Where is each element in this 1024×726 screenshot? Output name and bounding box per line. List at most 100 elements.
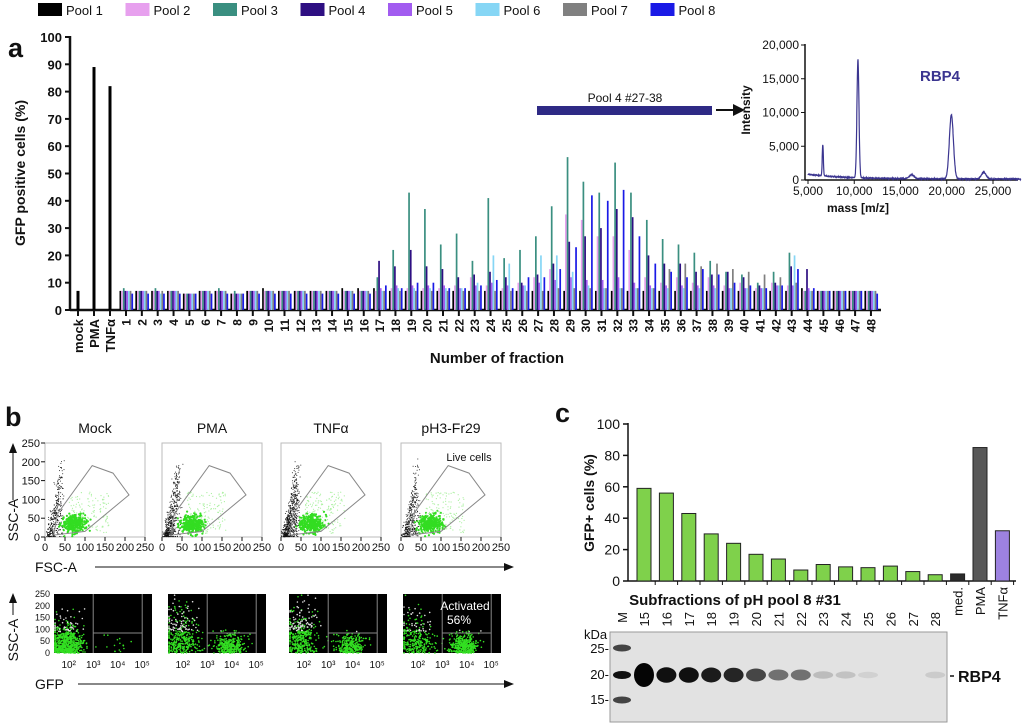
x-tick-label: 6	[199, 319, 213, 326]
y-tick-label: 20	[48, 248, 62, 263]
event-dot	[176, 477, 177, 479]
event-dot	[62, 515, 64, 517]
event-dot	[291, 501, 293, 503]
event-dot	[294, 520, 296, 522]
event-dot	[178, 513, 180, 515]
event-dot	[286, 522, 288, 524]
bar-Pool8-fraction-40	[749, 285, 752, 310]
event-dot	[288, 533, 289, 535]
event-dot	[179, 638, 182, 641]
panel-a-ylabel: GFP positive cells (%)	[12, 100, 28, 246]
event-dot	[292, 531, 294, 533]
event-dot	[50, 536, 52, 537]
bar-Pool5-fraction-27	[538, 282, 541, 310]
bar-Pool7-fraction-33	[636, 288, 639, 310]
event-dot	[55, 494, 57, 496]
live-cell-gate	[53, 465, 130, 536]
event-dot	[85, 642, 88, 644]
event-dot	[173, 504, 175, 506]
event-dot	[168, 606, 170, 608]
event-dot	[288, 526, 290, 528]
event-dot	[49, 532, 51, 534]
event-dot	[191, 640, 194, 642]
event-dot	[184, 620, 186, 622]
event-dot	[281, 536, 282, 538]
event-dot	[60, 496, 61, 497]
bar-Pool3-fraction-36	[677, 244, 680, 310]
event-dot	[174, 620, 177, 622]
event-dot	[285, 510, 287, 512]
bar-Pool8-fraction-24	[495, 279, 498, 310]
event-dot	[313, 492, 315, 494]
event-dot	[70, 616, 72, 618]
bar-Pool1-fraction-5	[182, 293, 185, 310]
event-dot	[173, 510, 175, 511]
event-dot	[51, 516, 52, 518]
event-dot	[84, 651, 86, 653]
event-dot	[185, 651, 188, 654]
event-dot	[58, 498, 59, 500]
event-dot	[51, 528, 53, 529]
bar-Pool3-fraction-2	[138, 290, 141, 310]
event-dot	[287, 522, 289, 524]
event-dot	[56, 528, 58, 530]
event-dot	[74, 625, 77, 628]
gfp-tick-label: 10³	[86, 660, 101, 671]
event-dot	[172, 602, 174, 605]
bar-Pool6-fraction-30	[587, 285, 590, 310]
bar-Pool4-fraction-3	[156, 290, 158, 310]
event-dot	[222, 650, 224, 652]
bar-Pool6-fraction-7	[223, 290, 225, 310]
event-dot	[240, 635, 242, 638]
event-dot	[60, 518, 62, 519]
event-dot	[293, 530, 295, 532]
event-dot	[71, 533, 74, 536]
legend-item: Pool 7	[563, 3, 628, 18]
event-dot	[297, 493, 299, 494]
x-tick-label: 16	[357, 319, 371, 333]
event-dot	[61, 639, 64, 642]
legend-swatch	[300, 3, 325, 16]
event-dot	[330, 499, 332, 501]
event-dot	[175, 630, 177, 632]
event-dot	[343, 510, 345, 512]
bar-Pool8-fraction-1	[131, 293, 134, 310]
event-dot	[293, 526, 295, 528]
bar-Pool5-fraction-20	[427, 285, 430, 310]
bar-Pool4-fraction-6	[203, 290, 206, 310]
event-dot	[214, 504, 216, 506]
event-dot	[292, 489, 294, 490]
event-dot	[51, 527, 53, 529]
bar-Pool5-fraction-32	[617, 277, 620, 310]
event-dot	[295, 487, 297, 489]
bar-Pool1-fraction-39	[721, 290, 724, 310]
event-dot	[181, 608, 183, 611]
bar-Pool5-fraction-44	[807, 288, 810, 310]
event-dot	[283, 521, 285, 523]
event-dot	[187, 605, 189, 608]
event-dot	[73, 641, 75, 643]
event-dot	[190, 645, 192, 648]
event-dot	[329, 514, 331, 516]
event-dot	[86, 647, 88, 649]
event-dot	[60, 501, 62, 502]
event-dot	[168, 528, 170, 530]
bar-Pool6-fraction-40	[746, 288, 748, 310]
bar-Pool3-fraction-18	[392, 249, 395, 310]
event-dot	[331, 491, 333, 494]
event-dot	[174, 607, 176, 609]
event-dot	[173, 530, 174, 532]
event-dot	[210, 639, 212, 642]
event-dot	[188, 636, 190, 638]
event-dot	[288, 527, 290, 529]
event-dot	[56, 504, 57, 506]
event-dot	[73, 616, 76, 619]
event-dot	[66, 637, 69, 639]
event-dot	[71, 530, 74, 533]
event-dot	[118, 649, 121, 651]
event-dot	[53, 504, 55, 506]
event-dot	[315, 500, 317, 502]
bar-Pool4-fraction-7	[219, 290, 222, 310]
bar-Pool7-fraction-17	[383, 290, 385, 310]
event-dot	[286, 536, 288, 538]
